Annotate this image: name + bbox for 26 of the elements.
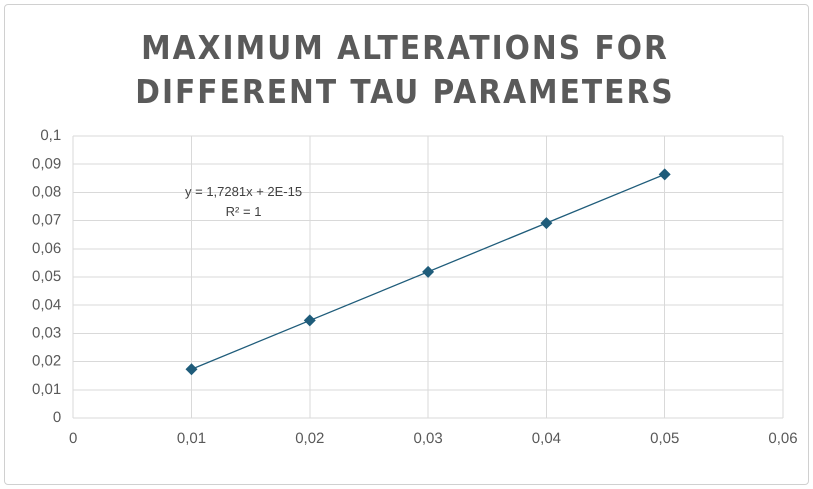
y-tick-label: 0,03 [32, 324, 62, 342]
y-tick-label: 0,1 [40, 127, 62, 144]
y-tick-label: 0,07 [32, 212, 62, 229]
y-tick-label: 0,04 [32, 296, 62, 314]
annotation: y = 1,7281x + 2E-15 [185, 184, 302, 199]
point [304, 314, 316, 326]
chart-title: MAXIMUM ALTERATIONS FOR DIFFERENT TAU PARAMETERS [134, 27, 676, 113]
point [422, 266, 434, 278]
y-tick-label: 0,06 [32, 240, 62, 257]
x-tick-label: 0,01 [176, 430, 206, 448]
y-tick-label: 0,01 [32, 380, 62, 398]
point [185, 363, 198, 376]
y-tick-label: 0 [52, 409, 62, 426]
point [540, 217, 552, 230]
x-tick-label: 0,06 [768, 430, 798, 448]
point [658, 168, 671, 180]
y-tick-label: 0,05 [32, 268, 62, 286]
x-tick-label: 0,03 [413, 430, 443, 448]
annotation: R² = 1 [226, 204, 262, 219]
y-tick-label: 0,09 [32, 155, 62, 172]
y-tick-label: 0,08 [32, 184, 62, 201]
x-tick-label: 0 [69, 430, 78, 448]
x-tick-label: 0,02 [295, 430, 324, 448]
y-tick-label: 0,02 [32, 352, 62, 370]
x-tick-label: 0,04 [532, 430, 561, 448]
x-tick-label: 0,05 [650, 430, 680, 448]
